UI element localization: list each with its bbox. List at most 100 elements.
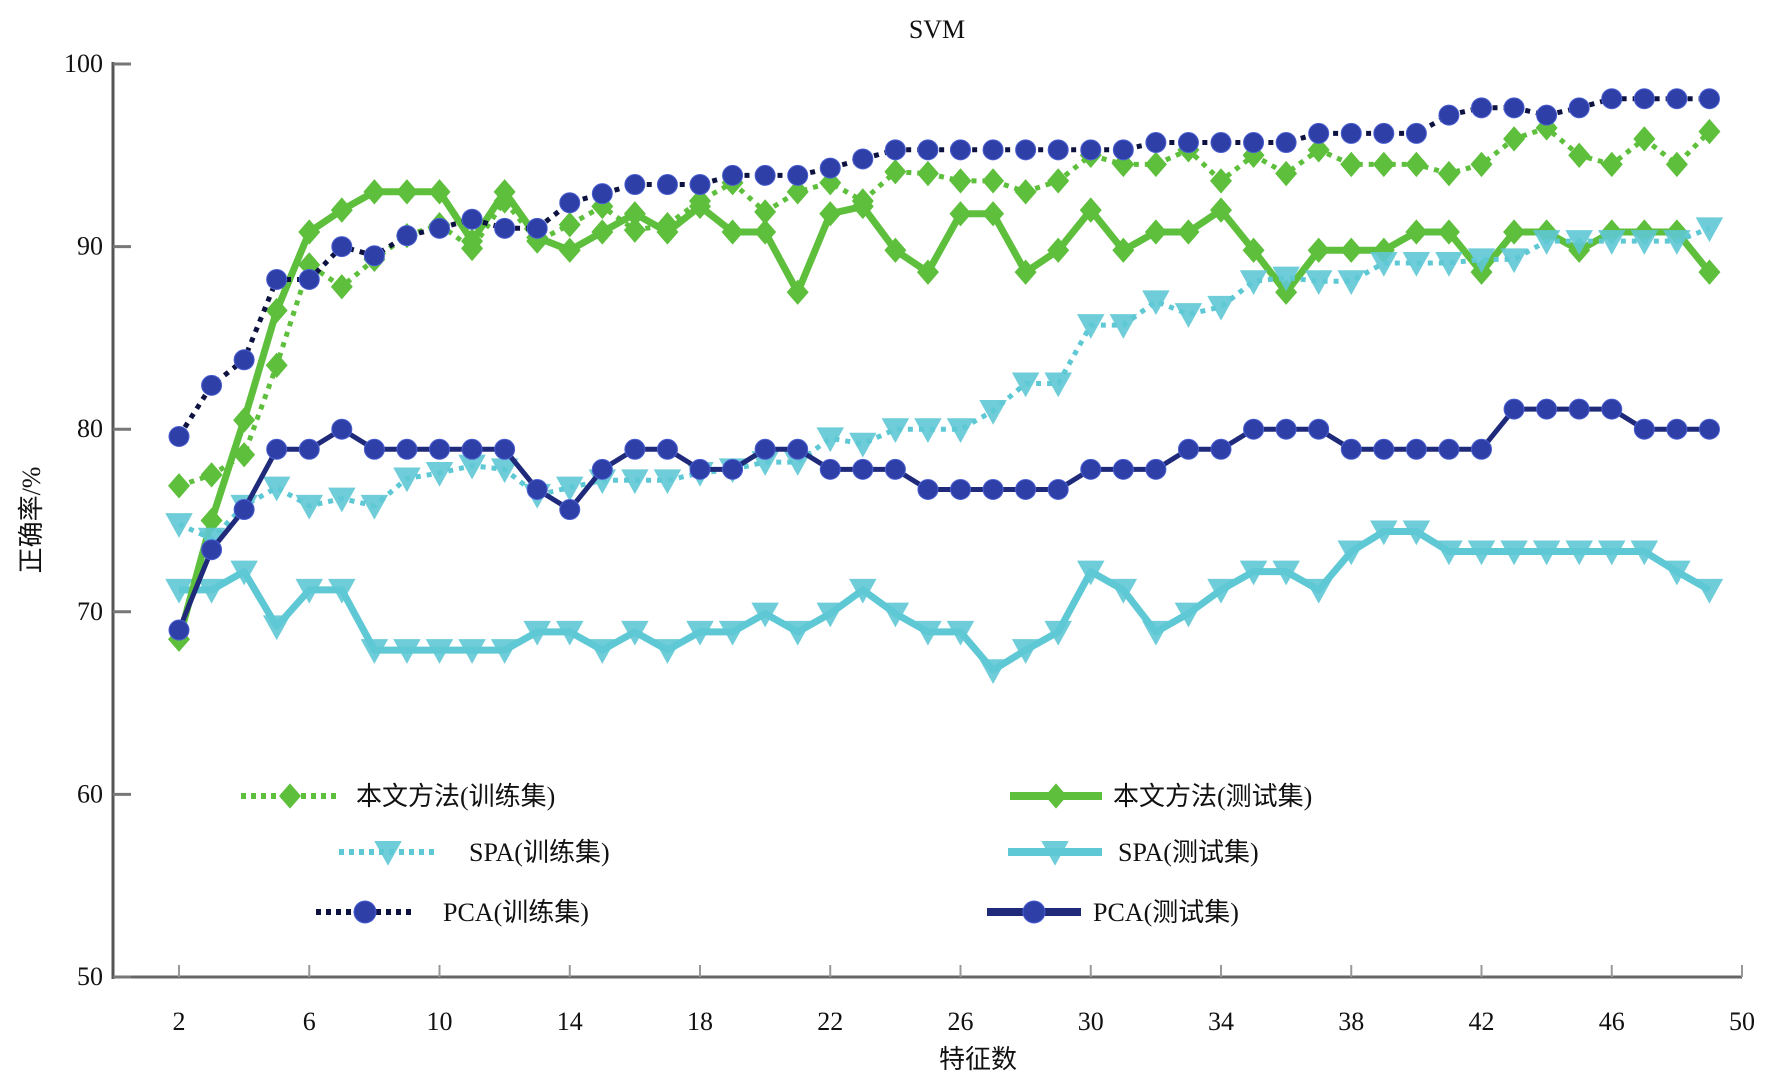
series-layer (165, 88, 1724, 684)
x-tick-label: 14 (557, 1007, 583, 1036)
data-point (262, 476, 291, 502)
data-point (1145, 458, 1167, 480)
data-point (1535, 115, 1558, 141)
data-point (1340, 151, 1363, 178)
data-point (330, 197, 353, 223)
data-point (425, 639, 454, 664)
data-point (1142, 290, 1170, 316)
data-point (1601, 88, 1623, 110)
data-point (1080, 139, 1102, 161)
data-point (754, 438, 776, 460)
data-point (819, 157, 841, 179)
data-point (1272, 266, 1300, 292)
data-point (754, 199, 777, 225)
data-point (852, 148, 874, 170)
data-point (1698, 118, 1721, 145)
data-point (1207, 578, 1235, 604)
x-tick-label: 38 (1338, 1007, 1364, 1036)
data-point (1239, 560, 1268, 586)
data-point (363, 245, 385, 267)
data-point (1405, 438, 1427, 460)
data-point (1435, 252, 1463, 277)
legend-label: 本文方法(训练集) (356, 782, 555, 811)
data-point (1503, 97, 1525, 119)
data-point (493, 188, 516, 214)
data-point (1112, 237, 1135, 263)
data-point (816, 427, 844, 453)
data-point (1438, 104, 1460, 126)
data-point (1402, 520, 1431, 546)
data-point (751, 602, 779, 628)
data-point (787, 438, 809, 460)
data-point (556, 620, 584, 646)
data-point (429, 217, 450, 239)
data-point (393, 639, 421, 664)
data-point (851, 188, 874, 214)
data-point (168, 619, 190, 641)
data-point (458, 639, 486, 664)
series-2 (165, 217, 1724, 553)
data-point (328, 487, 356, 513)
data-point (1695, 217, 1724, 243)
data-point (1598, 540, 1626, 566)
data-point (819, 170, 842, 196)
data-point (1304, 270, 1333, 296)
data-point (624, 174, 646, 196)
x-tick-label: 2 (173, 1007, 186, 1036)
data-point (494, 217, 516, 239)
data-point (783, 451, 812, 476)
data-point (1437, 219, 1460, 245)
data-point (1500, 248, 1528, 274)
data-point (1467, 248, 1496, 274)
data-point (429, 438, 450, 460)
data-point (1015, 478, 1037, 500)
data-point (656, 212, 679, 238)
data-point (1308, 418, 1330, 440)
data-point (591, 183, 613, 205)
data-point (1207, 295, 1235, 321)
data-point (1568, 97, 1590, 119)
data-point (461, 208, 483, 230)
data-point (1402, 252, 1431, 277)
data-point (754, 164, 776, 186)
data-point (1047, 139, 1069, 161)
data-point (916, 160, 939, 187)
data-point (1633, 88, 1655, 110)
data-point (1275, 418, 1297, 440)
legend: 本文方法(训练集) 本文方法(测试集) SPA(训练集) SPA(测试集) PCA(训练… (241, 782, 1312, 927)
data-point (623, 201, 646, 227)
data-point (1047, 168, 1070, 194)
data-point (786, 179, 809, 205)
data-point (946, 418, 975, 443)
legend-item: 本文方法(训练集) (241, 782, 555, 811)
data-point (558, 212, 581, 238)
data-point (1272, 560, 1300, 586)
data-point (1011, 372, 1040, 398)
data-point (201, 374, 223, 396)
data-point (1695, 578, 1724, 604)
data-point (949, 201, 972, 227)
data-point (718, 620, 747, 646)
legend-item: 本文方法(测试集) (1010, 782, 1312, 811)
legend-item: PCA(训练集) (316, 898, 589, 927)
data-point (168, 426, 190, 448)
data-point (1242, 142, 1265, 168)
legend-item: SPA(测试集) (1008, 838, 1259, 867)
data-point (881, 418, 910, 443)
data-point (1077, 560, 1105, 586)
data-point (168, 473, 190, 499)
x-tick-label: 18 (687, 1007, 713, 1036)
data-point (1275, 279, 1298, 305)
data-point (1015, 139, 1037, 161)
data-point (1438, 438, 1460, 460)
data-point (490, 639, 519, 664)
data-point (1630, 230, 1659, 255)
data-point (298, 219, 321, 245)
data-point (1665, 151, 1688, 178)
data-point (331, 418, 353, 440)
data-point (1275, 160, 1298, 187)
data-point (559, 499, 581, 521)
data-point (884, 139, 906, 161)
data-point (233, 349, 255, 371)
